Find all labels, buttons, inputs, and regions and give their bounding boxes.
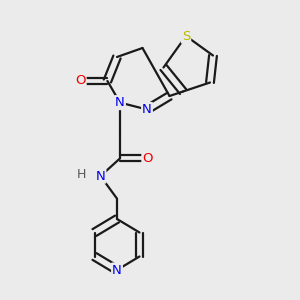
Text: O: O — [75, 74, 86, 88]
Text: H: H — [76, 168, 86, 181]
Text: N: N — [96, 169, 105, 183]
Text: N: N — [142, 103, 152, 116]
Text: N: N — [115, 96, 125, 109]
Text: S: S — [182, 29, 190, 43]
Text: N: N — [112, 263, 122, 277]
Text: O: O — [142, 152, 153, 165]
